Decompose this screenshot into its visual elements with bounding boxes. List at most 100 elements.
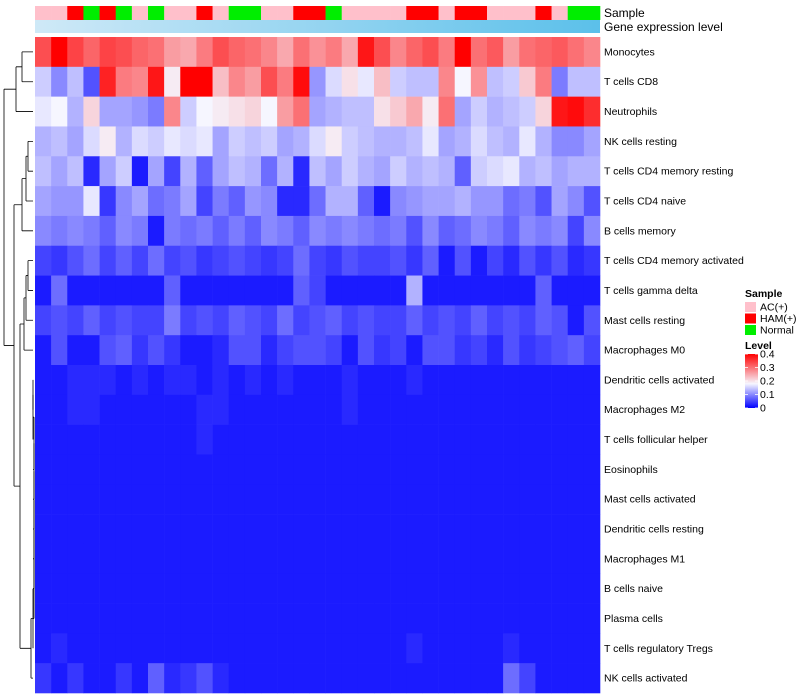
heatmap-cell: [519, 365, 536, 396]
sample-cell: [212, 6, 230, 20]
heatmap-cell: [261, 394, 278, 425]
heatmap-cell: [212, 514, 230, 545]
heatmap-cell: [67, 394, 84, 425]
heatmap-cell: [390, 275, 407, 306]
heatmap-cell: [438, 96, 456, 127]
heatmap-cell: [212, 424, 230, 455]
heatmap-cell: [51, 335, 68, 366]
heatmap-cell: [503, 424, 520, 455]
heatmap-cell: [180, 573, 197, 604]
heatmap-cell: [244, 543, 262, 575]
heatmap-cell: [164, 454, 181, 485]
dendrogram-branch: [23, 297, 33, 351]
dendrogram-branch: [27, 260, 33, 291]
heatmap-cell: [131, 96, 149, 127]
heatmap-cell: [35, 186, 52, 217]
heatmap-cell: [422, 245, 439, 276]
heatmap-cell: [583, 245, 601, 276]
heatmap-cell: [374, 335, 391, 366]
level-color-bar: [745, 354, 758, 408]
heatmap-cell: [309, 484, 326, 515]
heatmap-cell: [83, 424, 100, 455]
heatmap-cell: [244, 305, 262, 336]
heatmap-cell: [438, 514, 456, 545]
heatmap-cell: [293, 663, 310, 694]
heatmap-cell: [115, 126, 133, 157]
heatmap-cell: [374, 514, 391, 545]
heatmap-cell: [325, 394, 343, 425]
heatmap-cell: [325, 365, 343, 396]
heatmap-cell: [470, 126, 488, 157]
sample-cell: [503, 6, 520, 20]
heatmap-cell: [164, 365, 181, 396]
heatmap-cell: [148, 96, 165, 127]
heatmap-cell: [325, 543, 343, 575]
heatmap-cell: [503, 96, 520, 127]
heatmap-cell: [148, 573, 165, 604]
heatmap-cell: [196, 365, 213, 396]
sample-legend-label: AC(+): [760, 302, 788, 314]
heatmap-cell: [583, 66, 601, 97]
heatmap-cell: [438, 66, 456, 97]
heatmap-cell: [83, 543, 100, 575]
heatmap-cell: [438, 424, 456, 455]
heatmap-cell: [567, 96, 585, 127]
heatmap-cell: [357, 126, 375, 157]
heatmap-cell: [131, 305, 149, 336]
heatmap-cell: [325, 663, 343, 694]
heatmap-cell: [535, 514, 552, 545]
heatmap-cell: [244, 663, 262, 694]
sample-cell: [325, 6, 343, 20]
heatmap-cell: [67, 633, 84, 664]
heatmap-cell: [519, 126, 536, 157]
heatmap-cell: [374, 663, 391, 694]
heatmap-cell: [164, 573, 181, 604]
heatmap-cell: [390, 424, 407, 455]
heatmap-cell: [406, 663, 423, 694]
heatmap-cell: [551, 424, 569, 455]
heatmap-cell: [99, 186, 117, 217]
heatmap-cell: [67, 484, 84, 515]
heatmap-cell: [131, 603, 149, 634]
heatmap-cell: [583, 603, 601, 634]
heatmap-cell: [583, 186, 601, 217]
heatmap-cell: [212, 305, 230, 336]
heatmap-cell: [196, 573, 213, 604]
heatmap-cell: [406, 245, 423, 276]
heatmap-cell: [115, 514, 133, 545]
heatmap-cell: [164, 484, 181, 515]
heatmap-cell: [325, 275, 343, 306]
heatmap-cell: [293, 66, 310, 97]
heatmap-cell: [212, 454, 230, 485]
heatmap-cell: [503, 394, 520, 425]
heatmap-cell: [244, 66, 262, 97]
heatmap-cell: [115, 365, 133, 396]
heatmap-cell: [422, 365, 439, 396]
sample-cell: [244, 6, 262, 20]
heatmap-cell: [293, 543, 310, 575]
heatmap-cell: [567, 424, 585, 455]
heatmap-cell: [277, 454, 294, 485]
heatmap-cell: [422, 37, 439, 68]
row-label: T cells gamma delta: [604, 285, 698, 297]
heatmap-cell: [293, 394, 310, 425]
heatmap-cell: [567, 156, 585, 187]
heatmap-cell: [35, 37, 52, 68]
heatmap-cell: [438, 37, 456, 68]
heatmap-cell: [212, 633, 230, 664]
dendrogram-branch: [3, 88, 16, 346]
heatmap-cell: [454, 424, 472, 455]
heatmap-cell: [535, 663, 552, 694]
heatmap-cell: [196, 305, 213, 336]
heatmap-cell: [406, 484, 423, 515]
heatmap-cell: [519, 96, 536, 127]
heatmap-cell: [131, 275, 149, 306]
heatmap-cell: [99, 96, 117, 127]
heatmap-cell: [244, 424, 262, 455]
heatmap-cell: [551, 454, 569, 485]
heatmap-cell: [567, 126, 585, 157]
heatmap-cell: [277, 215, 294, 247]
heatmap-cell: [196, 484, 213, 515]
heatmap-cell: [567, 275, 585, 306]
heatmap-cell: [228, 394, 246, 425]
